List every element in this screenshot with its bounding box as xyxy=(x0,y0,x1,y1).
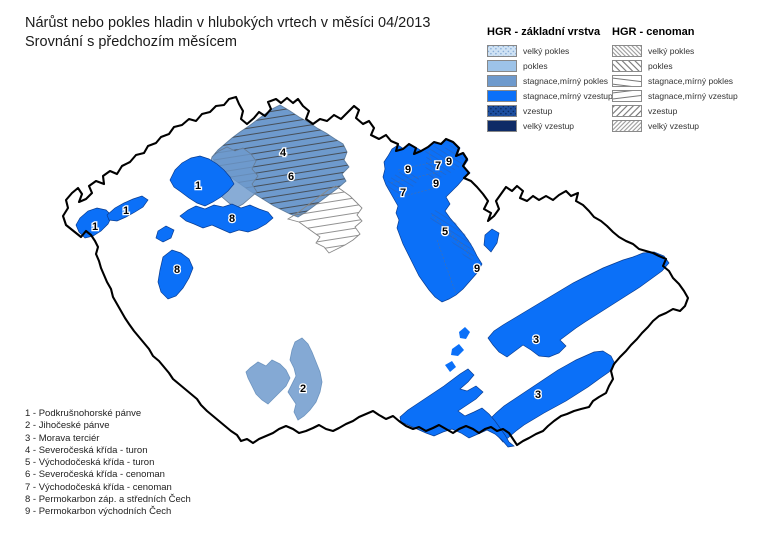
legend-item-label: vzestup xyxy=(648,106,678,116)
swatch-cenoman-vzestup xyxy=(612,105,642,117)
region-3-north-band xyxy=(487,251,670,358)
legend-item: stagnace,mírný pokles xyxy=(487,75,613,87)
swatch-cenoman-stagnace-mirny-vzestup xyxy=(612,90,642,102)
swatch-cenoman-pokles xyxy=(612,60,642,72)
map-region-label: 9 xyxy=(474,263,480,275)
map-region-label: 9 xyxy=(433,178,439,190)
region-key-item: 5 - Východočeská křída - turon xyxy=(25,457,155,469)
legend-item: velký vzestup xyxy=(487,120,613,132)
legend-basic-header: HGR - základní vrstva xyxy=(487,26,601,38)
legend-item-label: velký vzestup xyxy=(648,121,700,131)
region-6-white-hatch xyxy=(286,185,363,254)
swatch-velky-vzestup xyxy=(487,120,517,132)
legend-item-label: stagnace,mírný vzestup xyxy=(648,91,738,101)
map-region-label: 8 xyxy=(174,264,180,276)
page-title: Nárůst nebo pokles hladin v hlubokých vr… xyxy=(25,14,430,52)
legend-item: pokles xyxy=(612,60,738,72)
region-1-west xyxy=(75,207,113,239)
region-1-middle xyxy=(106,195,149,222)
legend-item-label: vzestup xyxy=(523,106,553,116)
map-region-label: 7 xyxy=(400,187,406,199)
legend-item-label: pokles xyxy=(648,61,673,71)
swatch-stagnace-mirny-vzestup xyxy=(487,90,517,102)
swatch-vzestup xyxy=(487,105,517,117)
legend-item: vzestup xyxy=(612,105,738,117)
legend-item: stagnace,mírný vzestup xyxy=(487,90,613,102)
map-region-label: 9 xyxy=(405,164,411,176)
map-region-label: 1 xyxy=(195,180,201,192)
region-8-main xyxy=(179,203,274,234)
internal-boundary-lines xyxy=(390,150,475,295)
region-3-fringe-1 xyxy=(459,327,470,339)
region-key-item: 8 - Permokarbon záp. a středních Čech xyxy=(25,494,191,506)
legend-basic-layer: HGR - základní vrstva velký pokles pokle… xyxy=(487,26,613,135)
swatch-pokles xyxy=(487,60,517,72)
region-key-item: 6 - Severočeská křída - cenoman xyxy=(25,469,165,481)
legend-cenoman-header: HGR - cenoman xyxy=(612,26,695,38)
title-line-2: Srovnání s předchozím měsícem xyxy=(25,33,237,50)
region-9-hatch-band xyxy=(430,208,476,261)
legend-cenoman: HGR - cenoman velký pokles pokles stagna… xyxy=(612,26,738,135)
region-key-list: 1 - Podkrušnohorské pánve 2 - Jihočeské … xyxy=(25,408,191,519)
legend-item: stagnace,mírný vzestup xyxy=(612,90,738,102)
map-region-label: 1 xyxy=(123,205,129,217)
region-key-item: 4 - Severočeská křída - turon xyxy=(25,444,148,456)
region-key-item: 3 - Morava terciér xyxy=(25,432,100,444)
legend-item: pokles xyxy=(487,60,613,72)
region-key-item: 1 - Podkrušnohorské pánve xyxy=(25,408,142,419)
region-6-cenoman-hatch xyxy=(212,105,349,217)
legend-item: velký vzestup xyxy=(612,120,738,132)
legend-item-label: stagnace,mírný pokles xyxy=(648,76,734,86)
region-2-west-lobe xyxy=(245,359,291,405)
region-key-item: 7 - Východočeská křída - cenoman xyxy=(25,481,172,493)
map-region-label: 4 xyxy=(280,147,287,159)
region-3-fringe-2 xyxy=(451,344,464,356)
country-border xyxy=(61,95,690,447)
region-8-small xyxy=(155,225,175,243)
legend-item-label: stagnace,mírný pokles xyxy=(523,76,609,86)
swatch-stagnace-mirny-pokles xyxy=(487,75,517,87)
legend-item: vzestup xyxy=(487,105,613,117)
region-9-east-piece xyxy=(483,228,500,253)
legend-item-label: pokles xyxy=(523,61,548,71)
swatch-cenoman-velky-pokles xyxy=(612,45,642,57)
swatch-cenoman-stagnace-mirny-pokles xyxy=(612,75,642,87)
map-region-label: 8 xyxy=(229,213,235,225)
legend-item-label: velký pokles xyxy=(523,46,570,56)
map-region-label: 6 xyxy=(288,171,294,183)
country-outline-fill xyxy=(63,97,688,445)
region-2-east-lobe xyxy=(287,337,323,421)
map-region-label: 5 xyxy=(442,226,448,238)
map-region-label: 9 xyxy=(446,156,452,168)
title-line-1: Nárůst nebo pokles hladin v hlubokých vr… xyxy=(25,15,431,31)
region-3-fringe-3 xyxy=(445,361,456,372)
region-1-east xyxy=(169,155,235,207)
region-key-item: 2 - Jihočeské pánve xyxy=(25,420,110,432)
legend-item: velký pokles xyxy=(612,45,738,57)
region-7-hatch-a xyxy=(424,144,465,180)
legend-item-label: velký vzestup xyxy=(523,121,575,131)
legend-item: velký pokles xyxy=(487,45,613,57)
region-3-southwest-band xyxy=(399,368,515,448)
swatch-velky-pokles xyxy=(487,45,517,57)
map-region-label: 7 xyxy=(435,160,441,172)
region-8-south xyxy=(157,249,194,300)
legend-item-label: velký pokles xyxy=(648,46,695,56)
map-region-label: 2 xyxy=(300,383,306,395)
map-regions xyxy=(75,104,670,448)
map-region-label: 3 xyxy=(533,334,539,346)
swatch-cenoman-velky-vzestup xyxy=(612,120,642,132)
region-7-hatch-b xyxy=(386,170,420,197)
legend-item-label: stagnace,mírný vzestup xyxy=(523,91,613,101)
legend-item: stagnace,mírný pokles xyxy=(612,75,738,87)
map-region-label: 3 xyxy=(535,389,541,401)
map-region-label: 1 xyxy=(92,221,98,233)
region-key-item: 9 - Permokarbon východních Čech xyxy=(25,506,172,518)
